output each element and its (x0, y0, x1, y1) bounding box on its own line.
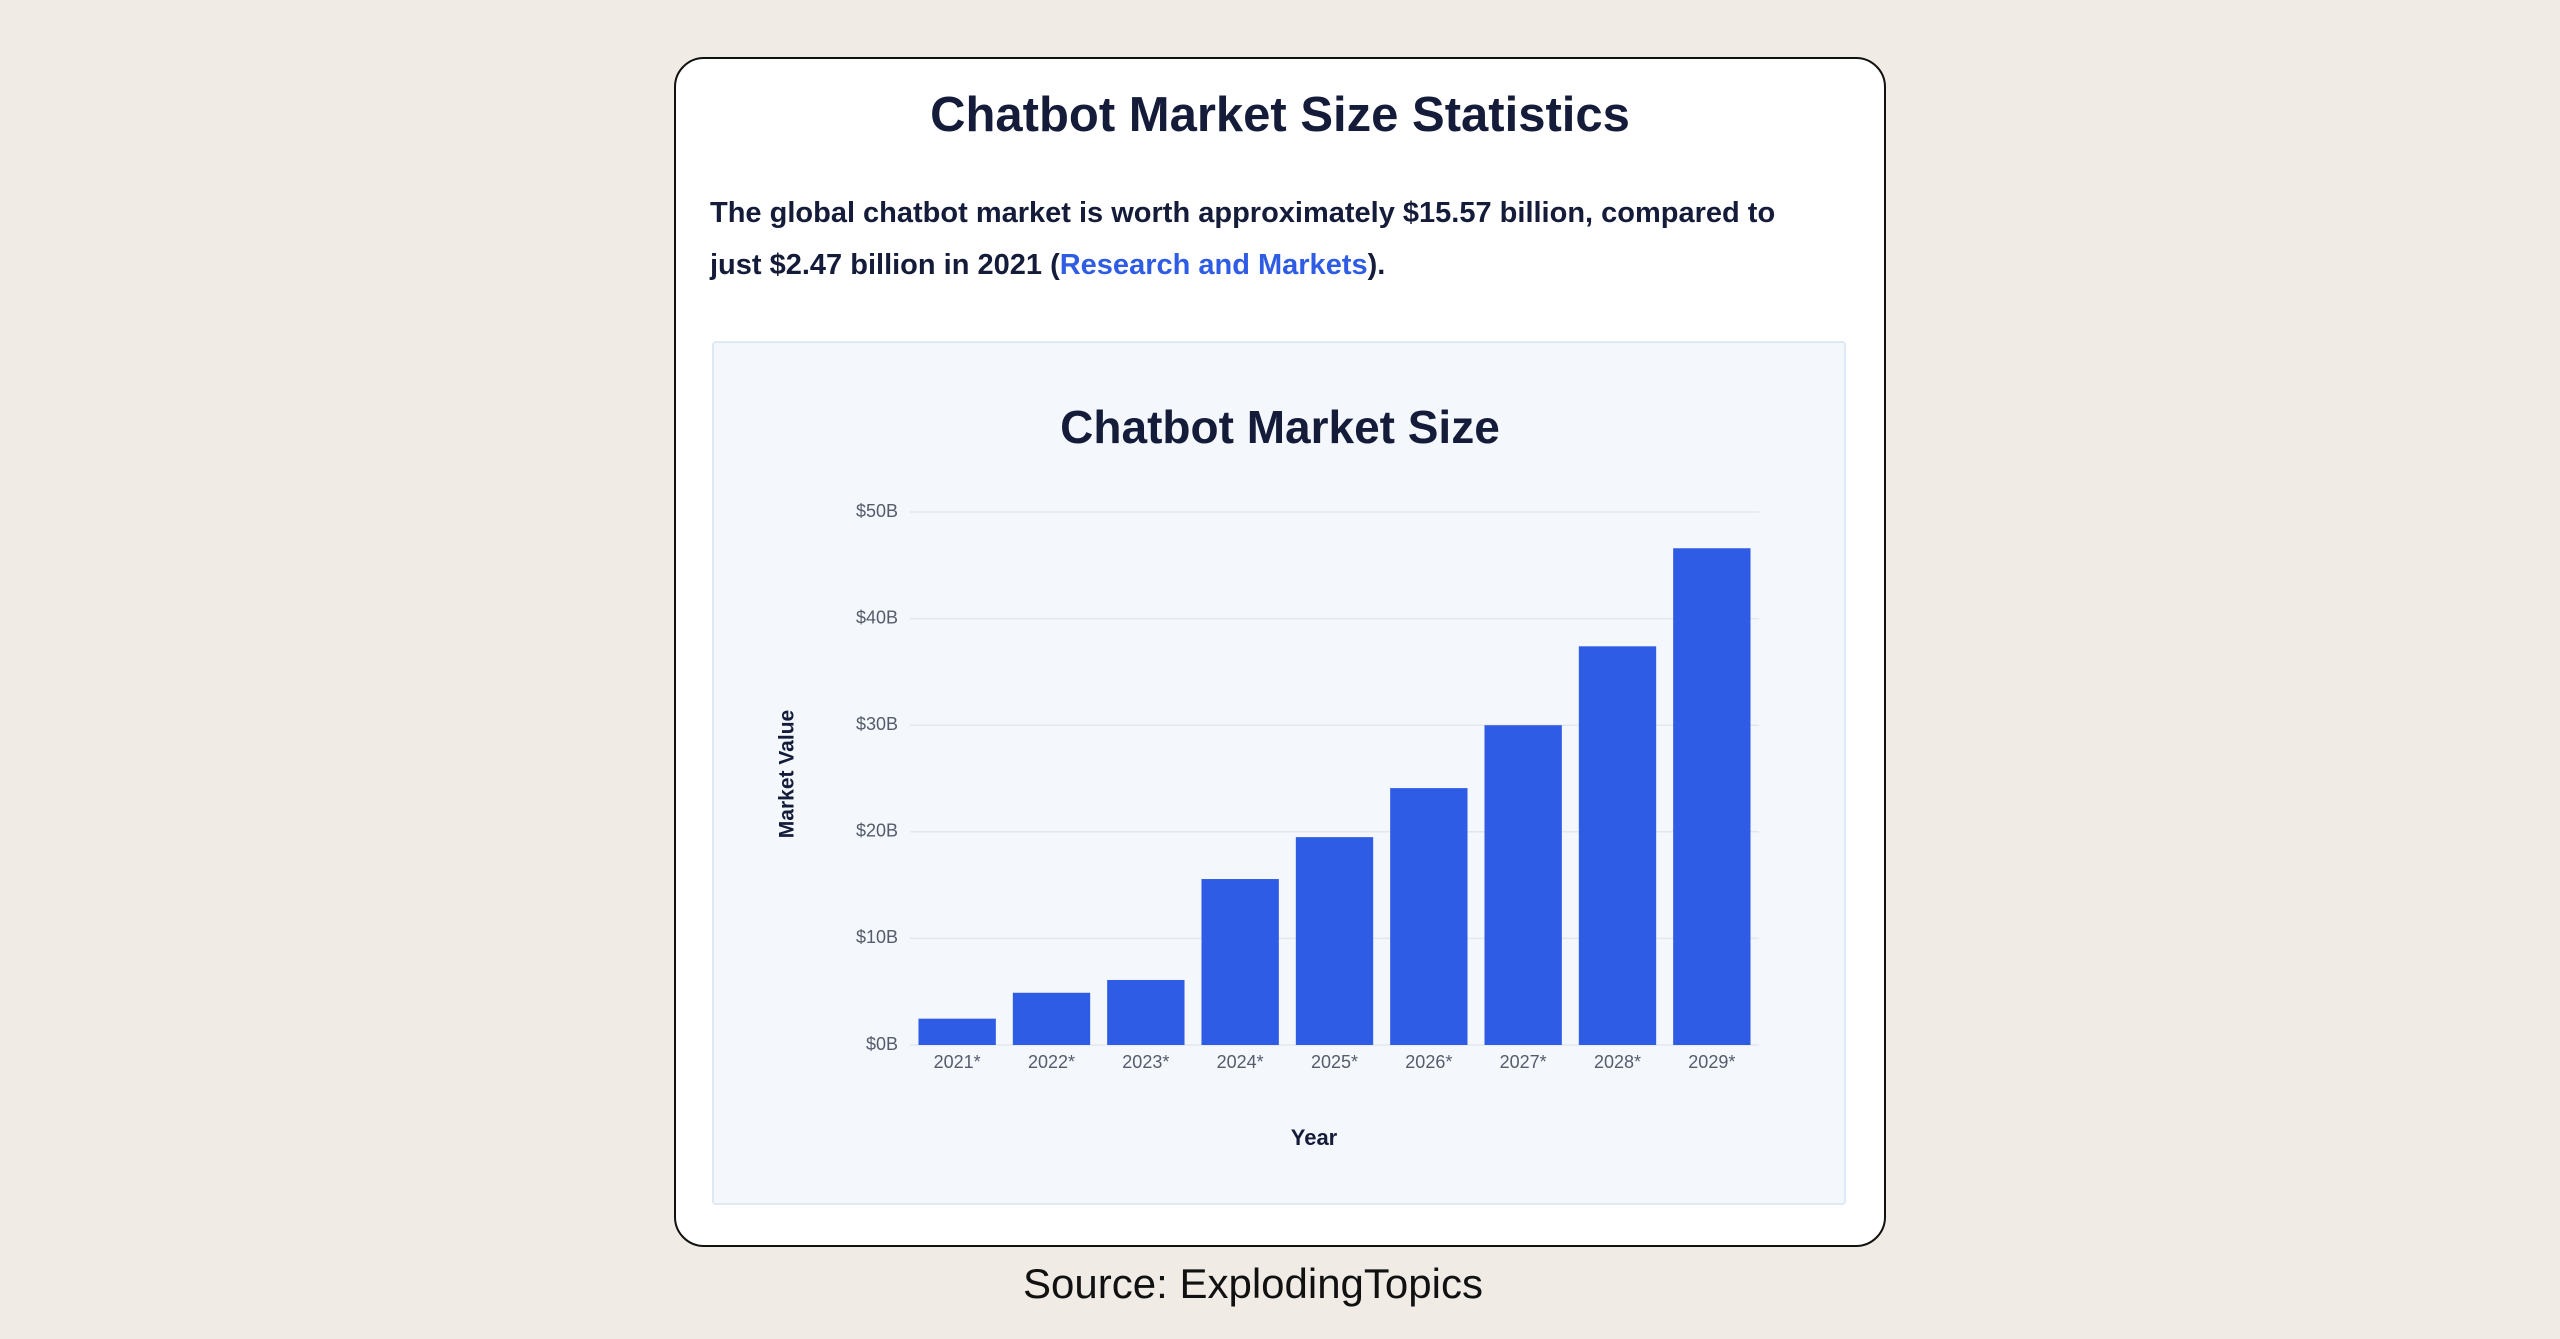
intro-text: The global chatbot market is worth appro… (710, 187, 1824, 291)
y-tick-label: $30B (856, 714, 898, 734)
x-tick-label: 2022* (1028, 1052, 1075, 1072)
intro-after: ). (1367, 249, 1386, 281)
x-tick-label: 2027* (1500, 1052, 1547, 1072)
x-tick-label: 2021* (934, 1052, 981, 1072)
bar (1484, 725, 1562, 1045)
bar (1578, 646, 1657, 1045)
bar (1390, 788, 1468, 1045)
bar (1295, 837, 1374, 1045)
y-axis-label: Market Value (776, 710, 799, 838)
chart: Chatbot Market Size Market Value Year $0… (776, 401, 1759, 1150)
y-tick-label: $50B (856, 501, 898, 521)
bar (1201, 879, 1279, 1045)
x-tick-label: 2029* (1688, 1052, 1735, 1072)
y-tick-label: $10B (856, 927, 898, 947)
chart-title: Chatbot Market Size (1060, 401, 1500, 453)
source-link[interactable]: Research and Markets (1059, 249, 1368, 281)
x-tick-label: 2025* (1311, 1052, 1358, 1072)
x-tick-label: 2028* (1594, 1052, 1641, 1072)
card: Chatbot Market Size Statistics The globa… (674, 57, 1886, 1247)
y-tick-label: $0B (866, 1034, 898, 1054)
x-axis-label: Year (1291, 1125, 1338, 1150)
bar (1673, 548, 1751, 1045)
chart-panel: Chatbot Market Size Market Value Year $0… (712, 341, 1846, 1205)
bar (918, 1018, 996, 1045)
bar (1107, 979, 1185, 1045)
source-caption: Source: ExplodingTopics (1023, 1260, 1483, 1307)
bar (1012, 992, 1091, 1045)
x-tick-label: 2026* (1405, 1052, 1452, 1072)
intro-before: The global chatbot market is worth appro… (710, 197, 1776, 281)
x-tick-label: 2024* (1217, 1052, 1264, 1072)
x-tick-label: 2023* (1122, 1052, 1169, 1072)
y-tick-label: $40B (856, 607, 898, 627)
card-title: Chatbot Market Size Statistics (930, 88, 1630, 142)
y-tick-label: $20B (856, 821, 898, 841)
